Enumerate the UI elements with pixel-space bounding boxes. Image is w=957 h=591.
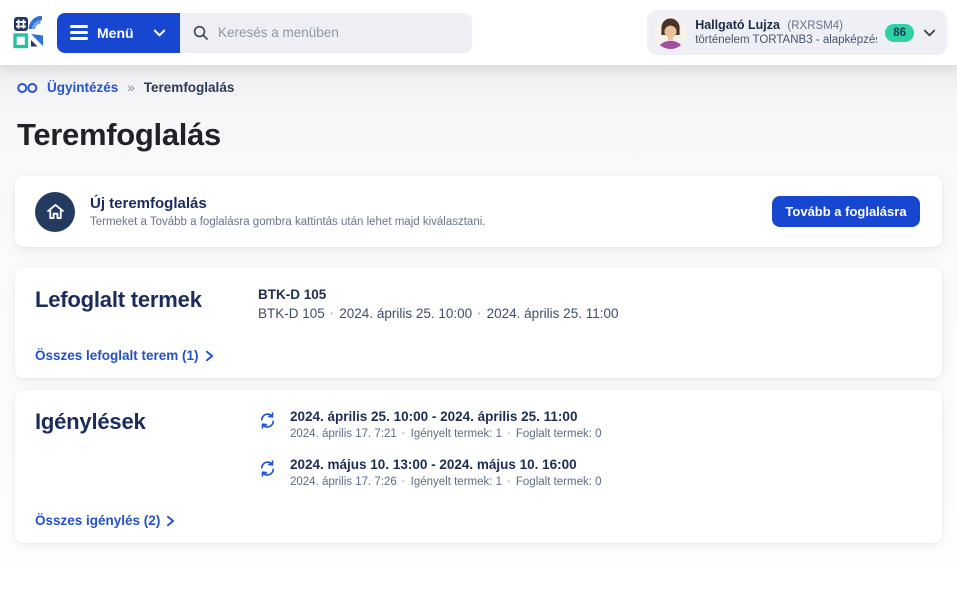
request-item[interactable]: 2024. április 25. 10:00 - 2024. április … (258, 409, 922, 440)
menu-button[interactable]: Menü (57, 12, 180, 53)
request-submitted: 2024. április 17. 7:26 (290, 476, 397, 488)
main-content: Ügyintézés » Teremfoglalás Teremfoglalás… (0, 65, 957, 591)
user-menu[interactable]: Hallgató Lujza (RXRSM4) történelem TORTA… (647, 10, 947, 55)
dot-separator: · (401, 476, 406, 488)
request-text: 2024. április 25. 10:00 - 2024. április … (290, 409, 602, 440)
menu-search-box (180, 12, 472, 53)
avatar (654, 16, 688, 49)
dot-separator: · (507, 476, 511, 488)
chevron-right-icon (167, 515, 175, 526)
request-range: 2024. május 10. 13:00 - 2024. május 10. … (290, 457, 577, 472)
all-booked-rooms-link[interactable]: Összes lefoglalt terem (1) (35, 348, 214, 363)
booked-rooms-card: Lefoglalt termek BTK-D 105 BTK-D 105 · 202… (15, 268, 942, 378)
menu-button-label: Menü (97, 24, 134, 41)
breadcrumb-separator: » (127, 80, 135, 95)
dot-separator: · (401, 428, 406, 440)
request-meta: 2024. április 17. 7:26 · Igényelt termek: … (290, 476, 602, 488)
pending-sync-icon (260, 412, 275, 429)
proceed-to-booking-button[interactable]: Tovább a foglalásra (772, 196, 920, 227)
breadcrumb: Ügyintézés » Teremfoglalás (17, 80, 942, 95)
all-booked-rooms-label: Összes lefoglalt terem (1) (35, 348, 199, 363)
home-icon (35, 191, 75, 232)
dot-separator: · (329, 306, 335, 321)
chevron-down-icon (923, 29, 936, 37)
request-item[interactable]: 2024. május 10. 13:00 - 2024. május 10. … (258, 457, 922, 488)
breadcrumb-current: Teremfoglalás (143, 80, 235, 95)
pending-sync-icon (260, 460, 275, 477)
new-booking-description: Termeket a Tovább a foglalásra gombra ka… (90, 216, 486, 228)
search-icon (193, 25, 208, 40)
notification-badge[interactable]: 86 (885, 23, 914, 42)
requests-title: Igénylések (35, 409, 146, 434)
search-input[interactable] (218, 25, 460, 40)
booked-room-entry[interactable]: BTK-D 105 BTK-D 105 · 2024. április 25. 10… (258, 287, 922, 328)
page-title: Teremfoglalás (17, 117, 221, 152)
user-program: történelem TORTANB3 - alapképzés (BA/… (695, 34, 878, 47)
administration-icon (17, 82, 38, 93)
hamburger-icon (70, 25, 88, 40)
request-requested-count: Igényelt termek: 1 (410, 476, 503, 488)
request-booked-count: Foglalt termek: 0 (515, 428, 602, 440)
user-info: Hallgató Lujza (RXRSM4) történelem TORTA… (695, 18, 877, 48)
all-requests-label: Összes igénylés (2) (35, 513, 161, 528)
request-submitted: 2024. április 17. 7:21 (290, 428, 397, 440)
room-detail-end: 2024. április 25. 11:00 (486, 306, 619, 321)
menu-search-bar: Menü (57, 12, 472, 53)
room-detail: BTK-D 105 · 2024. április 25. 10:00 · 2024. … (258, 306, 922, 321)
room-detail-room: BTK-D 105 (258, 306, 325, 321)
user-code: (RXRSM4) (787, 19, 844, 32)
booked-rooms-title: Lefoglalt termek (35, 287, 202, 312)
dot-separator: · (507, 428, 511, 440)
room-name: BTK-D 105 (258, 287, 327, 302)
request-booked-count: Foglalt termek: 0 (515, 476, 602, 488)
new-booking-text: Új teremfoglalás Termeket a Tovább a fog… (90, 195, 485, 228)
chevron-right-icon (205, 350, 213, 361)
new-booking-title: Új teremfoglalás (90, 195, 207, 212)
requests-list: 2024. április 25. 10:00 - 2024. április … (258, 409, 922, 492)
chevron-down-icon (153, 29, 166, 37)
top-header: Menü Hallgató Lujz (0, 0, 957, 65)
room-detail-start: 2024. április 25. 10:00 (339, 306, 473, 321)
dot-separator: · (477, 306, 482, 321)
breadcrumb-link-ugyintezes[interactable]: Ügyintézés (47, 80, 119, 95)
neptun-logo-icon (13, 15, 43, 48)
request-meta: 2024. április 17. 7:21 · Igényelt termek: … (290, 428, 602, 440)
request-requested-count: Igényelt termek: 1 (410, 428, 503, 440)
request-range: 2024. április 25. 10:00 - 2024. április … (290, 409, 578, 424)
requests-card: Igénylések 2024. április 25. 10:00 - 202… (15, 390, 942, 543)
new-booking-card: Új teremfoglalás Termeket a Tovább a fog… (15, 176, 942, 247)
user-name: Hallgató Lujza (695, 17, 780, 32)
request-text: 2024. május 10. 13:00 - 2024. május 10. … (290, 457, 602, 488)
all-requests-link[interactable]: Összes igénylés (2) (35, 513, 175, 528)
